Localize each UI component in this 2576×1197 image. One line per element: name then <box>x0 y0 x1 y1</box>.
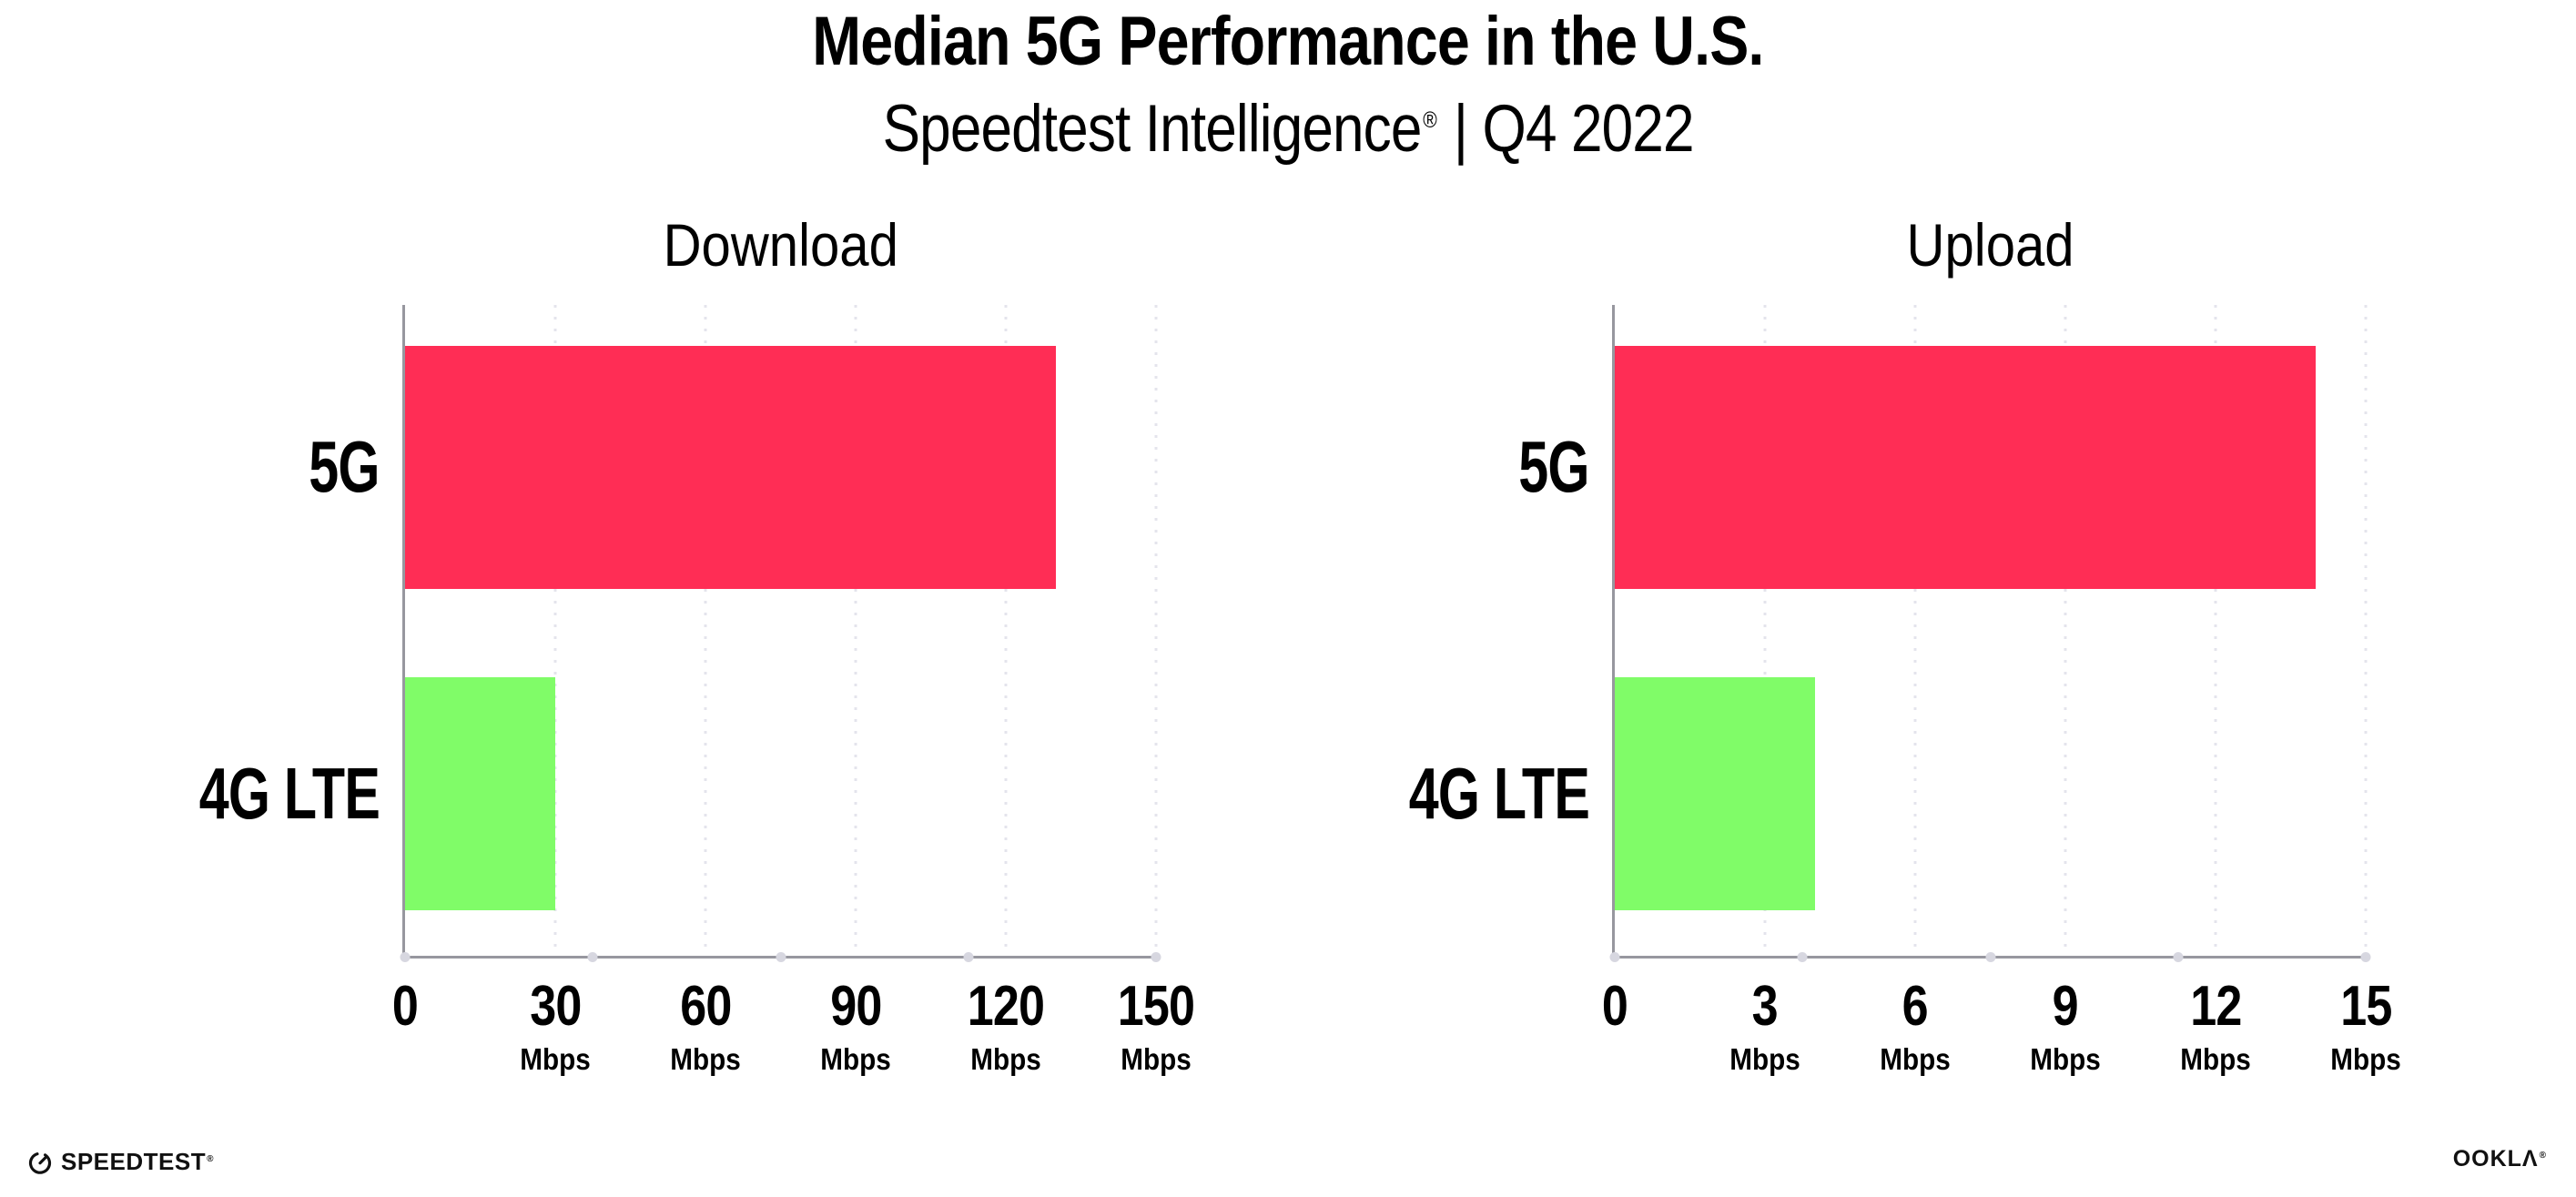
category-label-4g-lte: 4G LTE <box>1408 752 1590 834</box>
download-chart: Download 0 30 Mbps 60 Mbps 90 Mbps 120 Mbps 150 Mb… <box>199 211 1195 1076</box>
x-tick-unit: Mbps <box>1729 1042 1800 1076</box>
gridline-12 <box>2214 305 2217 956</box>
ookla-registered-mark: ® <box>2539 1151 2547 1161</box>
page-title: Median 5G Performance in the U.S. <box>0 2 2576 81</box>
axis-dot <box>1797 952 1808 962</box>
page-subtitle: Speedtest Intelligence® | Q4 2022 <box>0 91 2576 167</box>
x-tick-0: 0 <box>390 974 420 1039</box>
download-chart-title-text: Download <box>663 211 898 279</box>
gridline-15 <box>2364 305 2368 956</box>
gridline-120 <box>1004 305 1008 956</box>
axis-dot <box>776 952 786 962</box>
x-tick-value: 150 <box>1117 975 1195 1038</box>
category-label-4g-lte: 4G LTE <box>198 752 380 834</box>
axis-dot <box>963 952 974 962</box>
axis-dot <box>587 952 598 962</box>
axis-dot <box>2360 952 2371 962</box>
ookla-wordmark: OOKLΛ <box>2452 1146 2539 1172</box>
speedtest-gauge-icon <box>28 1151 52 1174</box>
ookla-logo: OOKLΛ® <box>2453 1146 2547 1172</box>
bar-5g-upload <box>1615 346 2316 589</box>
axis-dot <box>1985 952 1995 962</box>
x-tick-15: 15 Mbps <box>2327 974 2405 1077</box>
x-tick-12: 12 Mbps <box>2176 974 2255 1077</box>
x-tick-value: 60 <box>679 975 732 1038</box>
axis-dot <box>1609 952 1620 962</box>
x-tick-unit: Mbps <box>2030 1042 2101 1076</box>
bar-4g-lte-upload <box>1615 676 1815 910</box>
upload-chart-title-text: Upload <box>1906 211 2074 279</box>
x-tick-6: 6 Mbps <box>1876 974 1954 1077</box>
upload-chart-title: Upload <box>1615 210 2366 279</box>
subtitle-brand: Speedtest Intelligence <box>882 92 1422 166</box>
page-subtitle-text: Speedtest Intelligence® | Q4 2022 <box>882 91 1695 167</box>
gridline-3 <box>1763 305 1767 956</box>
x-tick-value: 120 <box>967 975 1045 1038</box>
axis-dot <box>400 952 411 962</box>
page-title-text: Median 5G Performance in the U.S. <box>812 3 1764 80</box>
download-chart-title: Download <box>405 210 1156 279</box>
x-tick-value: 15 <box>2339 975 2392 1038</box>
x-tick-60: 60 Mbps <box>666 974 745 1077</box>
x-tick-unit: Mbps <box>970 1042 1041 1076</box>
gridline-30 <box>553 305 557 956</box>
bar-5g-download <box>405 346 1056 589</box>
x-tick-value: 90 <box>829 975 882 1038</box>
x-tick-unit: Mbps <box>670 1042 741 1076</box>
x-tick-unit: Mbps <box>2180 1042 2251 1076</box>
x-tick-value: 9 <box>2052 975 2079 1038</box>
x-tick-unit: Mbps <box>820 1042 891 1076</box>
x-tick-value: 3 <box>1751 975 1779 1038</box>
x-tick-0: 0 <box>1599 974 1629 1039</box>
x-tick-value: 6 <box>1902 975 1929 1038</box>
x-tick-unit: Mbps <box>1880 1042 1951 1076</box>
gridline-90 <box>854 305 857 956</box>
x-tick-unit: Mbps <box>1121 1042 1192 1076</box>
speedtest-logo: SPEEDTEST® <box>27 1148 214 1176</box>
speedtest-registered-mark: ® <box>207 1154 214 1164</box>
x-tick-150: 150 Mbps <box>1111 974 1202 1077</box>
axis-dot <box>2173 952 2184 962</box>
x-tick-30: 30 Mbps <box>516 974 594 1077</box>
x-tick-120: 120 Mbps <box>960 974 1051 1077</box>
registered-trademark-icon: ® <box>1423 107 1437 133</box>
x-tick-3: 3 Mbps <box>1726 974 1804 1077</box>
gridline-6 <box>1913 305 1917 956</box>
category-label-5g: 5G <box>1518 426 1590 508</box>
gridline-60 <box>704 305 707 956</box>
gridline-150 <box>1154 305 1158 956</box>
x-tick-90: 90 Mbps <box>816 974 895 1077</box>
x-tick-value: 0 <box>391 975 419 1038</box>
upload-x-axis: 0 3 Mbps 6 Mbps 9 Mbps 12 Mbps 15 Mbps <box>1602 974 2401 1101</box>
axis-dot <box>1151 952 1161 962</box>
x-tick-unit: Mbps <box>520 1042 591 1076</box>
gridline-9 <box>2064 305 2067 956</box>
x-tick-value: 0 <box>1601 975 1628 1038</box>
x-tick-unit: Mbps <box>2330 1042 2401 1076</box>
speedtest-label: SPEEDTEST <box>61 1148 207 1175</box>
download-x-axis: 0 30 Mbps 60 Mbps 90 Mbps 120 Mbps 150 Mbps <box>392 974 1195 1101</box>
category-label-5g: 5G <box>309 426 380 508</box>
bar-4g-lte-download <box>405 676 555 910</box>
subtitle-period: | Q4 2022 <box>1438 92 1695 166</box>
x-tick-9: 9 Mbps <box>2026 974 2104 1077</box>
upload-chart: Upload 0 3 Mbps 6 Mbps 9 Mbps 12 Mbps 15 Mbps 5G 4G… <box>1409 211 2401 1076</box>
speedtest-wordmark: SPEEDTEST® <box>61 1148 214 1176</box>
x-tick-value: 12 <box>2189 975 2242 1038</box>
x-tick-value: 30 <box>529 975 582 1038</box>
